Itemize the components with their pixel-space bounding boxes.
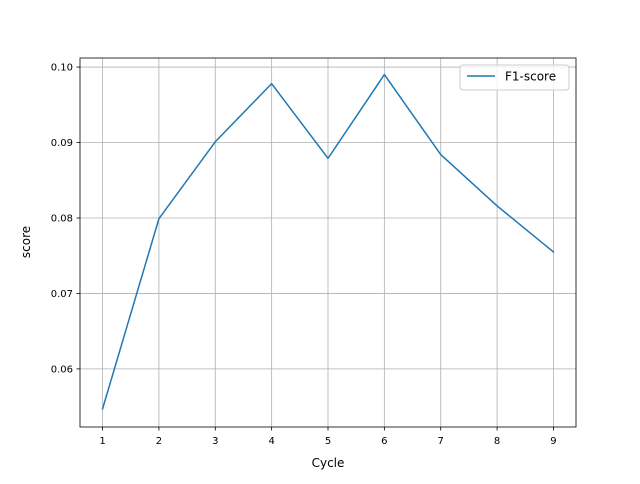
x-axis-ticks: 1 2 3 4 5 6 7 8 9 bbox=[99, 427, 557, 447]
x-tick-label: 3 bbox=[212, 436, 218, 447]
legend-frame bbox=[459, 64, 570, 91]
y-tick-label: 0.07 bbox=[51, 289, 73, 300]
x-axis-label: Cycle bbox=[312, 456, 345, 470]
x-tick-label: 5 bbox=[325, 436, 331, 447]
y-tick-label: 0.08 bbox=[51, 213, 73, 224]
x-tick-label: 7 bbox=[438, 436, 444, 447]
x-tick-label: 6 bbox=[381, 436, 387, 447]
x-tick-label: 1 bbox=[99, 436, 105, 447]
y-axis-label: score bbox=[19, 226, 33, 258]
x-tick-label: 8 bbox=[494, 436, 500, 447]
series-line-f1-score bbox=[101, 73, 555, 410]
x-tick-label: 9 bbox=[550, 436, 556, 447]
x-tick-label: 4 bbox=[268, 436, 274, 447]
y-tick-label: 0.06 bbox=[51, 364, 73, 375]
legend-label: F1-score bbox=[505, 70, 556, 84]
grid-lines bbox=[80, 58, 576, 427]
series-layer bbox=[101, 73, 555, 410]
legend: F1-score bbox=[459, 64, 570, 91]
y-axis-ticks: 0.06 0.07 0.08 0.09 0.10 bbox=[51, 63, 80, 375]
y-tick-label: 0.09 bbox=[51, 138, 73, 149]
y-tick-label: 0.10 bbox=[51, 63, 73, 74]
x-tick-label: 2 bbox=[156, 436, 162, 447]
